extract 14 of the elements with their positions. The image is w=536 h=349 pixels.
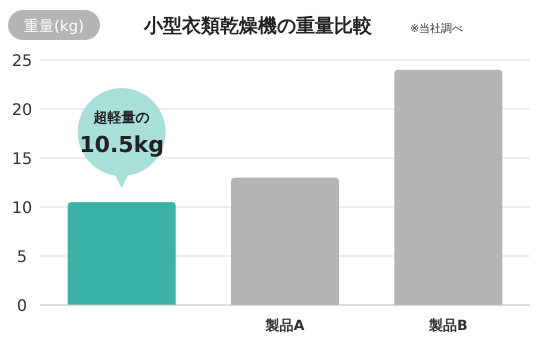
y-tick-label: 15 xyxy=(12,149,32,168)
y-tick-label: 25 xyxy=(12,51,32,70)
bar xyxy=(68,202,176,305)
x-tick-label: 製品B xyxy=(428,318,468,334)
y-tick-label: 10 xyxy=(12,198,32,217)
y-tick-label: 0 xyxy=(16,296,28,315)
y-tick-label: 20 xyxy=(12,100,32,119)
x-tick-label: 製品A xyxy=(264,318,305,334)
y-axis-title: 重量(kg) xyxy=(24,17,84,35)
annotation: 超軽量の xyxy=(92,110,150,126)
chart-title: 小型衣類乾燥機の重量比較 xyxy=(143,15,373,37)
y-tick-label: 5 xyxy=(16,247,28,266)
data-label: 10.5kg xyxy=(79,133,164,158)
text: ※当社調べ xyxy=(410,22,464,35)
